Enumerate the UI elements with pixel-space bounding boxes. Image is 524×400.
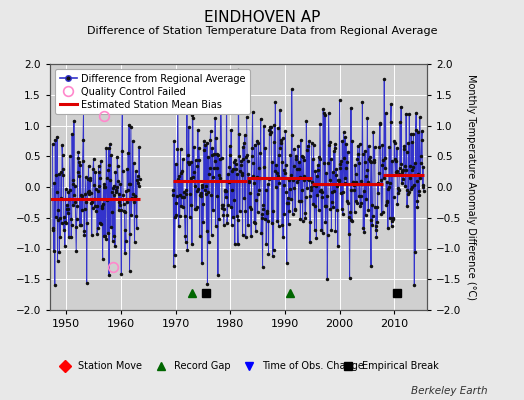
Y-axis label: Monthly Temperature Anomaly Difference (°C): Monthly Temperature Anomaly Difference (… — [466, 74, 476, 300]
Difference from Regional Average — [94, 203, 100, 208]
Difference from Regional Average — [104, 231, 111, 236]
Line: Quality Control Failed: Quality Control Failed — [100, 112, 117, 272]
Text: Difference of Station Temperature Data from Regional Average: Difference of Station Temperature Data f… — [87, 26, 437, 36]
Text: Record Gap: Record Gap — [174, 361, 231, 371]
Difference from Regional Average — [60, 166, 67, 171]
Text: Time of Obs. Change: Time of Obs. Change — [262, 361, 364, 371]
Difference from Regional Average — [100, 257, 106, 262]
Difference from Regional Average — [85, 189, 91, 194]
Quality Control Failed — [101, 114, 107, 119]
Difference from Regional Average — [49, 142, 56, 147]
Difference from Regional Average — [86, 191, 92, 196]
Estimated Station Mean Bias — [137, 197, 143, 202]
Difference from Regional Average — [52, 282, 58, 287]
Text: Empirical Break: Empirical Break — [362, 361, 438, 371]
Quality Control Failed — [110, 264, 116, 269]
Text: Station Move: Station Move — [79, 361, 143, 371]
Line: Difference from Regional Average: Difference from Regional Average — [52, 110, 139, 285]
Text: EINDHOVEN AP: EINDHOVEN AP — [204, 10, 320, 25]
Difference from Regional Average — [119, 108, 125, 112]
Estimated Station Mean Bias — [47, 197, 53, 202]
Difference from Regional Average — [136, 177, 143, 182]
Text: Berkeley Earth: Berkeley Earth — [411, 386, 487, 396]
Legend: Difference from Regional Average, Quality Control Failed, Estimated Station Mean: Difference from Regional Average, Qualit… — [54, 69, 250, 114]
